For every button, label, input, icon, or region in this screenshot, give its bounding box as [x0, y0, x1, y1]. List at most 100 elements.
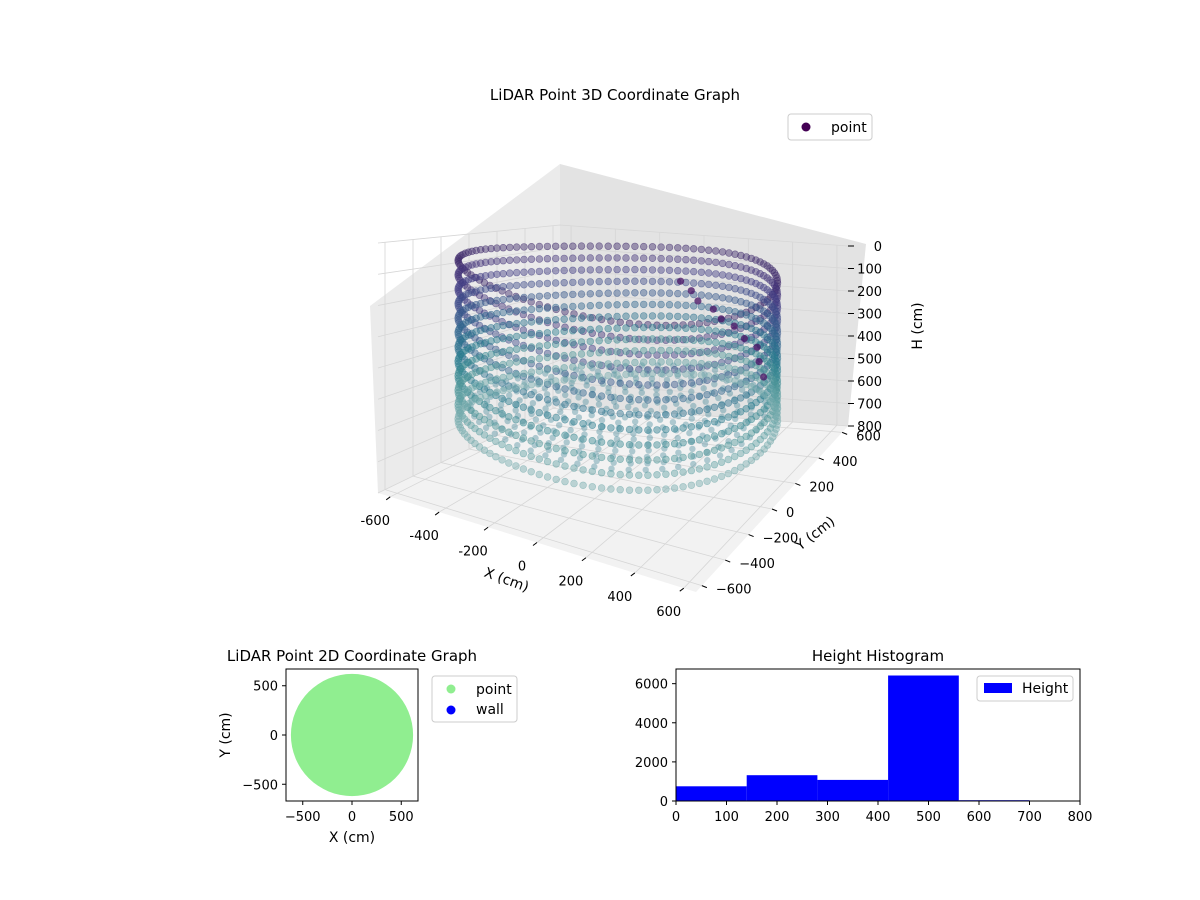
point-3d: [705, 404, 712, 411]
point-3d: [588, 375, 596, 383]
point-3d: [486, 403, 494, 412]
point-3d: [535, 424, 543, 432]
point-3d: [477, 326, 485, 335]
point-3d: [535, 242, 544, 251]
point-3d: [493, 270, 501, 278]
point-3d: [586, 290, 594, 298]
y-tick-3d: [771, 508, 778, 512]
point-3d: [575, 414, 583, 421]
point-3d: [493, 349, 501, 357]
point-3d: [625, 471, 634, 479]
point-3d: [703, 419, 711, 428]
point-3d: [543, 378, 552, 386]
point-3d: [724, 385, 732, 393]
point-3d: [613, 430, 620, 437]
point-3d: [635, 426, 643, 434]
point-3d: [665, 278, 674, 286]
point-3d: [635, 396, 643, 404]
point-3d: [516, 397, 523, 404]
point-3d: [742, 357, 750, 365]
point-3d: [607, 424, 615, 432]
point-3d: [527, 318, 536, 326]
point-3d: [661, 445, 668, 452]
point-3d: [682, 313, 690, 321]
point-3d: [703, 477, 711, 485]
axes-2d: −500 0 500 −500 0 500: [242, 680, 413, 825]
point-3d: [551, 267, 560, 275]
legend-3d-marker: [801, 122, 811, 132]
point-3d: [570, 341, 578, 349]
point-3d: [482, 424, 490, 431]
point-3d: [586, 278, 594, 286]
point-3d: [561, 477, 569, 486]
point-3d: [477, 259, 485, 267]
point-3d: [506, 243, 514, 252]
point-3d: [493, 309, 501, 318]
point-3d: [638, 389, 645, 396]
point-3d: [639, 266, 648, 274]
point-3d: [532, 416, 540, 423]
point-3d: [527, 381, 536, 389]
point-3d: [487, 377, 495, 385]
point-3d: [476, 388, 484, 395]
point-3d: [560, 351, 568, 360]
point-3d: [512, 294, 521, 302]
point-3d: [527, 355, 536, 364]
y-tick-label-2d: 500: [253, 680, 278, 695]
point-3d: [506, 295, 514, 303]
y-tick-label-2d: 0: [270, 729, 278, 744]
legend-2d-point-marker: [446, 684, 456, 694]
point-3d: [730, 322, 738, 330]
point-3d: [755, 358, 763, 366]
point-3d: [627, 393, 634, 400]
point-3d: [570, 464, 578, 472]
point-3d: [520, 369, 528, 378]
point-3d: [622, 347, 630, 355]
point-3d: [724, 427, 732, 435]
point-3d: [557, 408, 564, 416]
point-3d: [604, 360, 612, 368]
point-3d: [657, 358, 665, 366]
point-3d: [613, 347, 621, 356]
point-3d: [543, 242, 552, 251]
point-3d: [769, 433, 777, 441]
point-3d: [605, 363, 613, 371]
point-3d: [718, 259, 727, 268]
point-3d: [487, 363, 495, 372]
point-3d: [472, 287, 480, 295]
point-3d: [682, 244, 690, 253]
point-3d: [543, 292, 552, 300]
point-3d: [766, 312, 774, 320]
point-3d: [616, 379, 623, 387]
point-3d: [742, 460, 750, 468]
point-3d: [654, 399, 661, 406]
y-tick-label-3d: −600: [716, 583, 752, 598]
point-3d: [752, 453, 760, 461]
point-3d: [615, 424, 622, 432]
x-tick-3d: [532, 542, 538, 546]
point-3d: [498, 348, 506, 357]
point-3d: [752, 326, 760, 335]
point-3d: [604, 336, 612, 344]
point-3d: [472, 395, 480, 404]
point-3d: [577, 242, 586, 250]
point-3d: [514, 412, 522, 419]
point-3d: [644, 413, 651, 421]
point-3d: [616, 379, 624, 387]
point-3d: [454, 400, 462, 409]
point-3d: [625, 456, 634, 464]
point-3d: [586, 266, 594, 274]
point-3d: [742, 369, 750, 377]
point-3d: [742, 346, 750, 354]
point-3d: [685, 397, 692, 404]
point-3d: [687, 320, 696, 329]
point-3d: [712, 373, 720, 381]
point-3d: [506, 282, 514, 290]
x-tick-label-2d: 500: [389, 810, 414, 825]
point-3d: [679, 483, 687, 491]
point-3d: [657, 369, 665, 378]
point-3d: [760, 260, 768, 268]
point-3d: [662, 440, 670, 449]
point-3d: [551, 303, 560, 312]
